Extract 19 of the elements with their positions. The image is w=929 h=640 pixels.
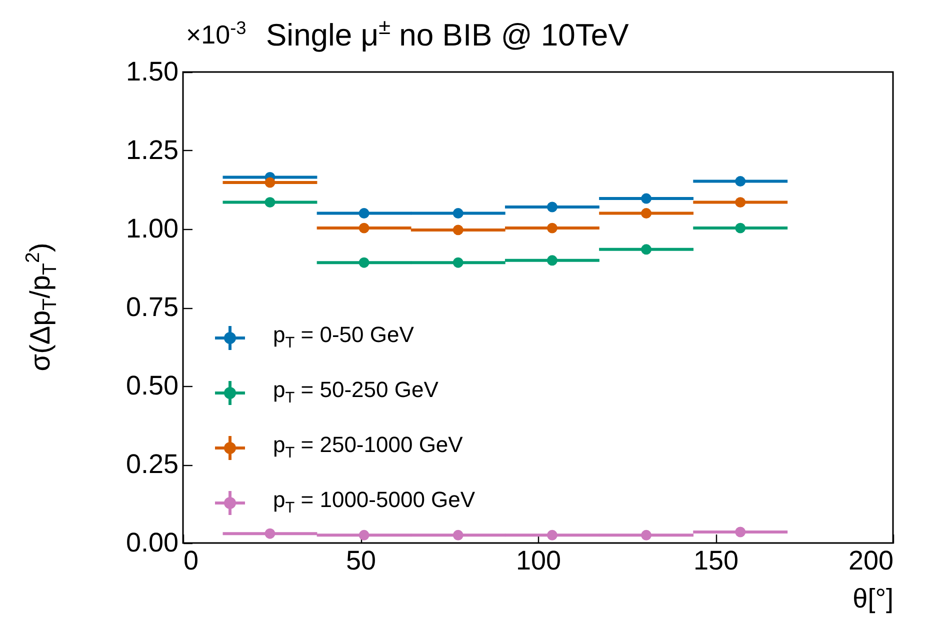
x-tick-label: 50: [346, 546, 376, 576]
x-tick-label: 150: [693, 546, 739, 576]
legend-label: p$_{T}$ = 50-250 GeV: [273, 377, 438, 408]
x-tick-label: 0: [184, 546, 199, 576]
x-axis-title: θ[°]: [852, 584, 894, 614]
y-tick-label: 0.50: [126, 370, 178, 400]
x-tick-label: 200: [848, 546, 894, 576]
y-tick-label: 1.25: [126, 135, 178, 165]
legend-label: p$_{T}$ = 250-1000 GeV: [273, 432, 463, 463]
x-tick-label: 100: [516, 546, 562, 576]
text: ×10$^{-3}$: [186, 18, 246, 51]
chart-title: Single μ$^{±}$ no BIB @ 10TeV: [266, 14, 629, 54]
legend-label: p$_{T}$ = 1000-5000 GeV: [273, 487, 476, 518]
y-tick-label: 0.25: [126, 449, 178, 479]
legend-label: p$_{T}$ = 0-50 GeV: [273, 322, 414, 353]
y-tick-label: 0.75: [126, 292, 178, 322]
y-tick-label: 1.00: [126, 214, 178, 244]
y-tick-label: 0.00: [126, 528, 178, 558]
y-tick-label: 1.50: [126, 56, 178, 86]
